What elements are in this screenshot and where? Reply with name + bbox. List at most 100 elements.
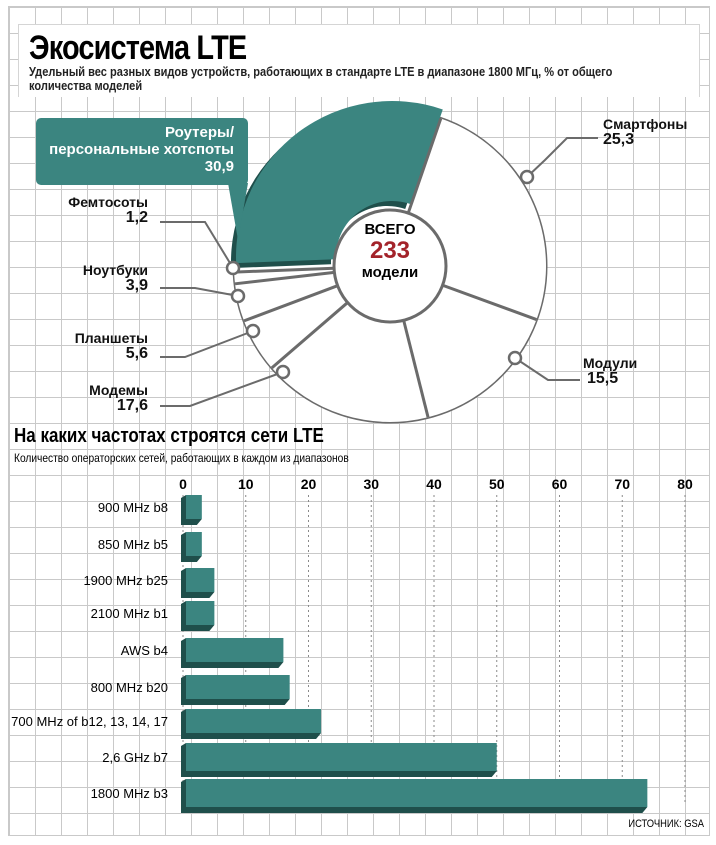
slice-name: Модули (583, 355, 638, 371)
donut-slice (243, 285, 348, 368)
category-label: 1900 MHz b25 (83, 573, 168, 588)
slice-name: Смартфоны (603, 116, 688, 132)
leader-line (514, 357, 580, 381)
donut-slice (271, 302, 429, 423)
bar-bottom (181, 592, 215, 598)
x-tick-label: 0 (179, 476, 187, 492)
bar (186, 532, 202, 556)
bar-side (181, 779, 186, 813)
slice-name: Фемтосоты (68, 194, 148, 210)
category-label: 700 MHz of b12, 13, 14, 17 (11, 714, 168, 729)
slice-value: 25,3 (603, 131, 635, 148)
slice-divider (442, 283, 538, 321)
slice-name: Модемы (89, 382, 148, 398)
x-tick-label: 30 (363, 476, 379, 492)
category-label: 2100 MHz b1 (91, 606, 168, 621)
slice-divider (402, 319, 430, 418)
bar-chart-title: На каких частотах строятся сети LTE (14, 425, 324, 447)
router-label-line1: Роутеры/ (165, 124, 234, 141)
callout-pointer (228, 183, 248, 240)
donut-slice (408, 118, 546, 320)
bar-bottom (181, 807, 648, 813)
slice-label-tablets: Планшеты 5,6 (75, 330, 148, 362)
page-title: Экосистема LTE (29, 29, 247, 67)
category-label: 2,6 GHz b7 (102, 750, 168, 765)
total-label: ВСЕГО (364, 221, 416, 238)
bar-bottom (181, 733, 322, 739)
slice-divider (406, 118, 443, 214)
bar-side (181, 601, 186, 631)
x-tick-label: 80 (677, 476, 693, 492)
slice-divider (270, 301, 349, 369)
donut-slice (236, 100, 443, 264)
x-tick-label: 50 (489, 476, 505, 492)
donut-slice (235, 272, 338, 321)
x-tick-label: 40 (426, 476, 442, 492)
leader-line (160, 330, 254, 358)
source-note: ИСТОЧНИК: GSA (628, 818, 704, 830)
router-label-line2: персональные хотспоты (49, 141, 234, 158)
bar (186, 638, 284, 662)
bar-bottom (181, 662, 284, 668)
bar-chart: 0 10 20 30 40 50 60 70 80 900 MHz b8 850 MHz b5 190… (11, 476, 693, 813)
slice-value: 17,6 (116, 397, 148, 414)
slice-divider (243, 284, 339, 323)
leader-marker (507, 350, 523, 366)
x-tick-label: 70 (614, 476, 630, 492)
bar (186, 568, 215, 592)
page-subtitle: Удельный вес разных видов устройств, раб… (29, 64, 613, 93)
bar (186, 779, 648, 807)
total-value: 233 (369, 237, 411, 264)
slice-divider (234, 266, 335, 274)
bar (186, 709, 322, 733)
slice-value: 15,5 (587, 370, 619, 387)
slice-divider (234, 270, 335, 286)
bar-chart-subtitle: Количество операторских сетей, работающи… (14, 451, 349, 465)
slice-name: Планшеты (74, 330, 148, 346)
bar (186, 495, 202, 519)
donut-slice (403, 285, 537, 418)
leader-line (160, 371, 284, 407)
category-label: AWS b4 (121, 643, 168, 658)
donut-chart (160, 100, 598, 424)
bar-side (181, 532, 186, 562)
slice-label-notebooks: Ноутбуки 3,9 (83, 262, 148, 294)
bar-side (181, 638, 186, 668)
bar-bottom (181, 625, 215, 631)
x-tick-label: 60 (552, 476, 568, 492)
leader-marker (225, 260, 241, 276)
donut-center-circle (332, 208, 448, 324)
slice-value: 5,6 (125, 345, 148, 362)
router-callout: Роутеры/ персональные хотспоты 30,9 (36, 118, 248, 185)
slice-label-modems: Модемы 17,6 (89, 382, 148, 414)
category-label: 850 MHz b5 (98, 537, 168, 552)
leader-marker (519, 169, 535, 185)
slice-label-femtocells: Фемтосоты 1,2 (68, 194, 148, 226)
bar-bottom (181, 699, 290, 705)
leader-line (160, 221, 234, 269)
bar-side (181, 568, 186, 598)
slice-value: 3,9 (125, 277, 148, 294)
x-tick-label: 10 (238, 476, 254, 492)
bar (186, 743, 497, 771)
leader-line (160, 287, 239, 297)
router-value: 30,9 (204, 158, 234, 175)
bar-side (181, 675, 186, 705)
bar (186, 601, 215, 625)
total-unit: модели (361, 264, 419, 281)
category-label: 900 MHz b8 (98, 500, 168, 515)
bar-side (181, 709, 186, 739)
bar-side (181, 495, 186, 525)
slice-value: 1,2 (125, 209, 148, 226)
donut-center: ВСЕГО 233 модели (340, 222, 440, 282)
header: Экосистема LTE Удельный вес разных видов… (18, 24, 700, 97)
bar-bottom (181, 556, 202, 562)
leader-marker (230, 288, 246, 304)
category-label: 800 MHz b20 (91, 680, 168, 695)
slice-label-modules: Модули 15,5 (583, 355, 637, 387)
bar (186, 675, 290, 699)
bar-side (181, 743, 186, 777)
bar-bottom (181, 771, 497, 777)
category-label: 1800 MHz b3 (91, 786, 168, 801)
